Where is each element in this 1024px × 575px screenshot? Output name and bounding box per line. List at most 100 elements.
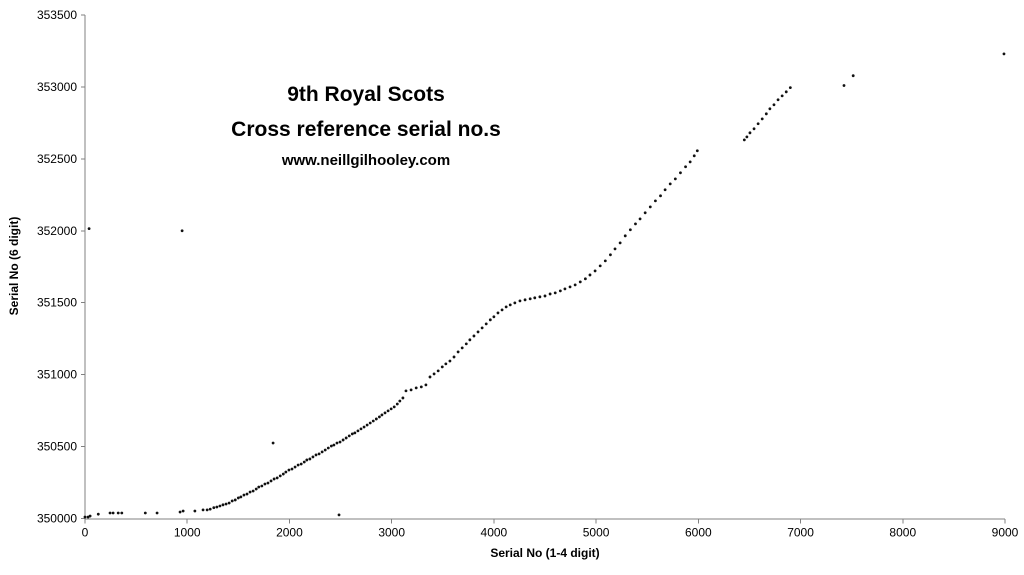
data-point <box>456 350 460 354</box>
data-point <box>116 511 120 515</box>
y-tick-label: 351500 <box>37 296 77 310</box>
data-point <box>317 452 321 456</box>
data-point <box>428 375 432 379</box>
data-point <box>278 474 282 478</box>
x-axis-title: Serial No (1-4 digit) <box>490 546 600 560</box>
data-point <box>760 117 764 121</box>
data-point <box>578 280 582 284</box>
chart-title: 9th Royal Scots <box>287 83 445 106</box>
data-point <box>215 505 219 509</box>
x-tick-label: 3000 <box>378 526 405 540</box>
data-point <box>618 241 622 245</box>
data-point <box>583 277 587 281</box>
data-point <box>492 315 496 319</box>
data-point <box>245 492 249 496</box>
data-point <box>414 386 418 390</box>
chart-subtitle: Cross reference serial no.s <box>231 118 501 141</box>
y-tick-label: 350000 <box>37 512 77 526</box>
data-point <box>476 330 480 334</box>
data-point <box>558 289 562 293</box>
x-tick-label: 2000 <box>276 526 303 540</box>
data-point <box>374 417 378 421</box>
x-tick-label: 4000 <box>481 526 508 540</box>
data-point <box>201 508 205 512</box>
data-point <box>242 493 246 497</box>
data-point <box>337 513 341 517</box>
data-point <box>851 74 855 78</box>
data-point <box>1002 52 1006 56</box>
data-point <box>588 273 592 277</box>
data-point <box>287 468 291 472</box>
data-point <box>314 453 318 457</box>
data-point <box>748 131 752 135</box>
data-point <box>83 515 87 519</box>
data-point <box>193 509 197 513</box>
data-point <box>543 294 547 298</box>
y-tick-label: 352000 <box>37 224 77 238</box>
data-point <box>383 411 387 415</box>
data-point <box>96 512 100 516</box>
data-point <box>401 396 405 400</box>
data-point <box>254 487 258 491</box>
data-point <box>205 508 209 512</box>
data-point <box>472 334 476 338</box>
data-point <box>269 479 273 483</box>
data-point <box>518 299 522 303</box>
data-point <box>88 514 92 518</box>
data-point <box>271 441 275 445</box>
data-point <box>281 472 285 476</box>
data-point <box>464 342 468 346</box>
data-point <box>603 259 607 263</box>
data-point <box>302 460 306 464</box>
data-point <box>568 285 572 289</box>
data-point <box>768 107 772 111</box>
x-tick-label: 8000 <box>889 526 916 540</box>
data-point <box>293 465 297 469</box>
data-point <box>257 485 261 489</box>
data-point <box>398 399 402 403</box>
data-point <box>609 253 612 257</box>
data-point <box>573 283 577 287</box>
data-point <box>663 188 667 192</box>
data-point <box>248 490 252 494</box>
data-point <box>233 498 237 502</box>
y-tick-label: 350500 <box>37 440 77 454</box>
data-point <box>350 432 354 436</box>
data-point <box>323 448 327 452</box>
data-point <box>332 443 336 447</box>
x-tick-label: 7000 <box>787 526 814 540</box>
data-point <box>221 503 225 507</box>
data-point <box>378 415 381 419</box>
data-point <box>299 462 303 466</box>
y-tick-label: 353000 <box>37 80 77 94</box>
data-point <box>452 355 456 359</box>
data-point <box>436 369 440 373</box>
data-point <box>488 318 492 322</box>
data-point <box>548 292 552 296</box>
data-point <box>224 502 228 506</box>
data-point <box>230 499 234 503</box>
data-point <box>628 228 632 232</box>
data-point <box>553 291 557 295</box>
x-tick-label: 0 <box>82 526 89 540</box>
data-point <box>365 423 369 427</box>
data-point <box>251 489 255 493</box>
x-tick-label: 1000 <box>174 526 201 540</box>
data-point <box>275 476 279 480</box>
data-point <box>692 154 696 158</box>
data-point <box>448 359 452 363</box>
data-point <box>679 171 682 175</box>
data-point <box>290 467 294 471</box>
data-point <box>742 138 746 142</box>
data-point <box>780 94 784 98</box>
data-point <box>673 177 677 181</box>
data-point <box>329 444 333 448</box>
data-point <box>593 269 597 273</box>
data-point <box>842 84 846 87</box>
data-point <box>344 436 348 440</box>
data-point <box>326 446 330 450</box>
data-point <box>362 425 366 429</box>
data-point <box>108 511 112 515</box>
